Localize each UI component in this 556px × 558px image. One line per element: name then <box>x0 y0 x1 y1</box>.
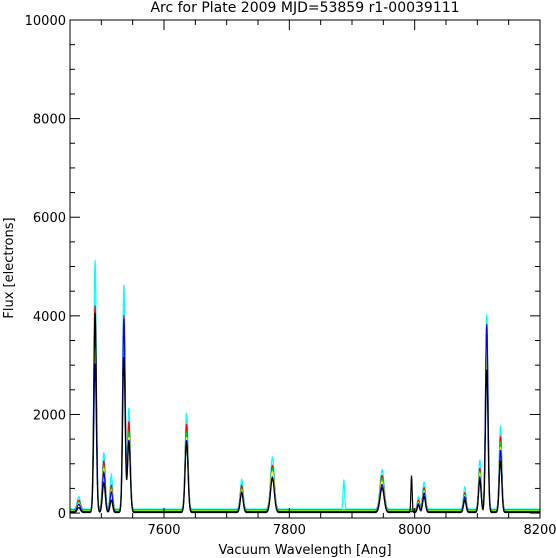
x-axis-label: Vacuum Wavelength [Ang] <box>218 543 391 558</box>
x-tick-label: 7800 <box>273 523 306 538</box>
y-tick-label: 2000 <box>33 408 66 423</box>
y-tick-label: 0 <box>58 507 66 522</box>
y-tick-label: 4000 <box>33 310 66 325</box>
series-line-3 <box>70 343 540 512</box>
series-line-0 <box>70 260 540 510</box>
series-line-4 <box>70 319 540 513</box>
y-axis-label: Flux [electrons] <box>2 217 17 318</box>
plot-frame <box>69 19 541 519</box>
chart-title: Arc for Plate 2009 MJD=53859 r1-00039111 <box>150 0 459 16</box>
y-tick-label: 8000 <box>33 113 66 128</box>
y-tick-label: 10000 <box>25 14 66 29</box>
series-line-5 <box>70 312 540 514</box>
series-line-1 <box>70 305 540 511</box>
x-tick-label: 8000 <box>398 523 431 538</box>
x-tick-label: 8200 <box>523 523 556 538</box>
series-layer <box>70 260 540 514</box>
ticks-layer: 7600 7800 8000 8200 0 2000 4000 6000 8000 10000 <box>25 14 556 538</box>
x-tick-label: 7600 <box>147 523 180 538</box>
y-tick-label: 6000 <box>33 211 66 226</box>
series-line-2 <box>70 328 540 512</box>
